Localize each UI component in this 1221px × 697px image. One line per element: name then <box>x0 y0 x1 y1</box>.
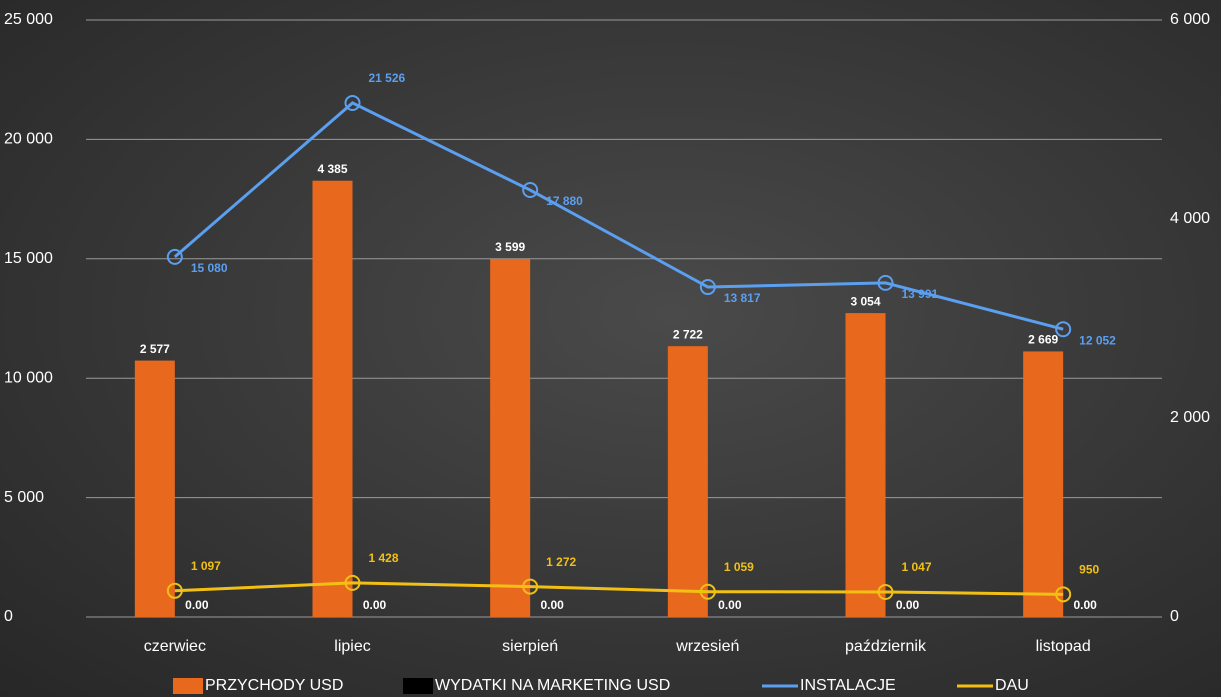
legend-swatch <box>403 678 433 694</box>
bar <box>846 313 886 617</box>
data-label: 1 047 <box>902 560 932 574</box>
y-tick-label: 5 000 <box>4 489 44 506</box>
data-label: 1 272 <box>546 555 576 569</box>
data-label: 17 880 <box>546 194 583 208</box>
page: 0 5 000 10 000 15 000 20 000 25 000 0 2 000 4 00… <box>0 0 1221 697</box>
bar <box>490 259 530 617</box>
data-label: 2 669 <box>1028 333 1058 347</box>
y2-tick-label: 2 000 <box>1170 409 1210 426</box>
data-label: 12 052 <box>1079 333 1116 347</box>
data-label: 4 385 <box>317 162 347 176</box>
y2-tick-label: 6 000 <box>1170 11 1210 28</box>
bar <box>668 346 708 617</box>
data-label: 0.00 <box>1073 598 1097 612</box>
data-label: 13 991 <box>902 287 939 301</box>
data-label: 950 <box>1079 562 1099 576</box>
legend-label: DAU <box>995 677 1029 694</box>
data-label: 15 080 <box>191 261 228 275</box>
data-label: 1 059 <box>724 560 754 574</box>
data-label: 0.00 <box>896 598 920 612</box>
y-tick-label: 0 <box>4 608 13 625</box>
bar <box>313 181 353 617</box>
chart: 0 5 000 10 000 15 000 20 000 25 000 0 2 000 4 00… <box>0 0 1221 697</box>
x-tick-label: październik <box>845 638 927 655</box>
data-label: 21 526 <box>369 71 406 85</box>
data-label: 1 428 <box>369 551 399 565</box>
data-label: 13 817 <box>724 291 761 305</box>
x-tick-label: wrzesień <box>675 638 739 655</box>
y2-tick-label: 4 000 <box>1170 210 1210 227</box>
x-tick-label: czerwiec <box>144 638 206 655</box>
x-tick-label: lipiec <box>334 638 370 655</box>
y-tick-label: 10 000 <box>4 369 53 386</box>
legend-swatch <box>173 678 203 694</box>
legend-label: PRZYCHODY USD <box>205 677 343 694</box>
y-tick-label: 20 000 <box>4 131 53 148</box>
data-label: 3 599 <box>495 240 525 254</box>
bar <box>135 361 175 617</box>
x-tick-label: listopad <box>1036 638 1091 655</box>
data-label: 2 577 <box>140 342 170 356</box>
data-label: 2 722 <box>673 327 703 341</box>
legend-label: INSTALACJE <box>800 677 896 694</box>
x-tick-label: sierpień <box>502 638 558 655</box>
data-label: 0.00 <box>185 598 209 612</box>
data-label: 1 097 <box>191 559 221 573</box>
y2-tick-label: 0 <box>1170 608 1179 625</box>
data-label: 0.00 <box>718 598 742 612</box>
bar <box>1023 351 1063 617</box>
y-tick-label: 15 000 <box>4 250 53 267</box>
data-label: 3 054 <box>850 294 880 308</box>
data-label: 0.00 <box>363 598 387 612</box>
legend-label: WYDATKI NA MARKETING USD <box>435 677 670 694</box>
data-label: 0.00 <box>540 598 564 612</box>
y-tick-label: 25 000 <box>4 11 53 28</box>
